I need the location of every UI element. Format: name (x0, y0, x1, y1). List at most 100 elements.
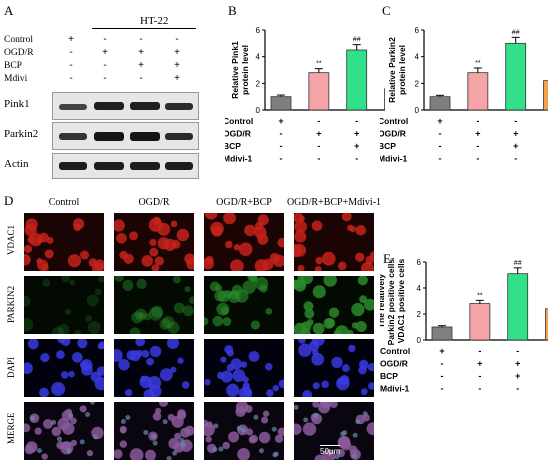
wb-condition-sign: + (138, 60, 144, 71)
wb-condition-sign: + (68, 34, 74, 45)
condition-sign: - (317, 154, 320, 164)
y-tick-label: 6 (256, 26, 261, 35)
condition-sign: + (515, 371, 520, 381)
microscopy-tile (294, 339, 374, 397)
bar-ogd-r (467, 72, 489, 111)
y-axis-label: Relative Parkin2protein level (387, 37, 407, 103)
wb-condition-sign: + (174, 73, 180, 84)
y-tick-label: 2 (256, 79, 261, 88)
condition-sign: + (477, 359, 482, 369)
y-tick-label: 4 (415, 53, 420, 62)
microscopy-tile (114, 402, 194, 460)
y-tick-label: 2 (415, 79, 420, 88)
bar-ogd-r (308, 72, 330, 111)
significance-label: ** (477, 292, 483, 299)
parkin2-label: Parkin2 (4, 128, 39, 140)
wb-condition-label: Control (4, 35, 34, 45)
condition-sign: - (478, 384, 481, 394)
y-axis-label: The relativelyParkin2 positive cells/VDA… (380, 258, 406, 345)
wb-condition-label: OGD/R (4, 48, 34, 58)
condition-sign: - (516, 346, 519, 356)
condition-sign: - (476, 141, 479, 151)
wb-condition-label: Mdivi (4, 74, 28, 84)
y-tick-label: 6 (417, 258, 422, 267)
condition-sign: + (513, 129, 518, 139)
y-tick-label: 2 (417, 310, 422, 319)
y-tick-label: 4 (256, 53, 261, 62)
microscopy-tile (24, 402, 104, 460)
condition-sign: - (317, 116, 320, 126)
parkin2-blot (52, 122, 199, 150)
microscopy-tile (114, 213, 194, 271)
condition-sign: + (475, 129, 480, 139)
bar-ogd-r-bcp-mdivi-1 (545, 308, 548, 341)
actin-blot (52, 153, 199, 179)
cell-line-bracket (92, 28, 196, 29)
bar-ogd-r-bcp (505, 42, 527, 111)
condition-sign: - (516, 384, 519, 394)
microscopy-tile (24, 213, 104, 271)
condition-sign: - (441, 371, 444, 381)
y-tick-label: 6 (415, 26, 420, 35)
condition-sign: - (355, 116, 358, 126)
condition-label: Mdivi-1 (380, 154, 408, 164)
condition-label: BCP (225, 141, 241, 151)
wb-condition-sign: - (103, 60, 107, 71)
condition-sign: - (280, 129, 283, 139)
condition-sign: - (476, 154, 479, 164)
scale-bar: 50μm (320, 445, 341, 456)
bar-control (270, 96, 292, 111)
condition-sign: - (441, 359, 444, 369)
condition-sign: + (354, 129, 359, 139)
condition-sign: + (513, 141, 518, 151)
condition-sign: - (280, 154, 283, 164)
condition-label: OGD/R (380, 129, 406, 139)
wb-condition-sign: + (174, 60, 180, 71)
significance-label: ** (475, 60, 481, 67)
bar-ogd-r-bcp (346, 49, 368, 111)
condition-label: Control (380, 116, 408, 126)
condition-label: Control (380, 346, 410, 356)
condition-sign: - (439, 129, 442, 139)
significance-label: ## (353, 37, 361, 44)
condition-label: Mdivi-1 (380, 384, 410, 394)
condition-sign: - (355, 154, 358, 164)
bar-ogd-r-bcp-mdivi-1 (543, 80, 548, 111)
cell-line-label: HT-22 (140, 15, 169, 27)
actin-label: Actin (4, 158, 29, 170)
condition-sign: + (439, 346, 444, 356)
microscopy-tile (114, 276, 194, 334)
microscopy-tile (114, 339, 194, 397)
microscopy-row-label: PARKIN2 (6, 286, 16, 324)
condition-sign: + (278, 116, 283, 126)
condition-sign: - (280, 141, 283, 151)
microscopy-row-label: DAPI (6, 357, 16, 379)
wb-condition-sign: - (175, 34, 179, 45)
microscopy-tile (204, 339, 284, 397)
significance-label: ## (514, 260, 522, 267)
microscopy-tile (24, 276, 104, 334)
condition-label: Mdivi-1 (225, 154, 253, 164)
condition-sign: - (439, 154, 442, 164)
panel-label-a: A (4, 3, 14, 18)
condition-label: BCP (380, 141, 396, 151)
condition-label: OGD/R (380, 359, 408, 369)
microscopy-tile (24, 339, 104, 397)
chart-parkin2-vdac1: 0 2 4 6 The relativelyParkin2 positive cells… (380, 258, 548, 394)
condition-sign: - (441, 384, 444, 394)
microscopy-tile (294, 402, 374, 460)
western-blot-panel: HT-22 Control + - - - OGD/R - + + + BCP - - + + Mdivi - -… (0, 0, 222, 190)
condition-sign: - (478, 371, 481, 381)
wb-condition-sign: + (138, 47, 144, 58)
panel-label-c: C (382, 3, 391, 18)
bar-control (431, 326, 453, 341)
condition-label: BCP (380, 371, 398, 381)
condition-label: OGD/R (225, 129, 251, 139)
microscopy-column-title: Control (48, 197, 80, 208)
y-tick-label: 4 (417, 284, 422, 293)
condition-label: Control (225, 116, 253, 126)
condition-sign: + (354, 141, 359, 151)
wb-condition-sign: - (103, 73, 107, 84)
condition-sign: + (437, 116, 442, 126)
